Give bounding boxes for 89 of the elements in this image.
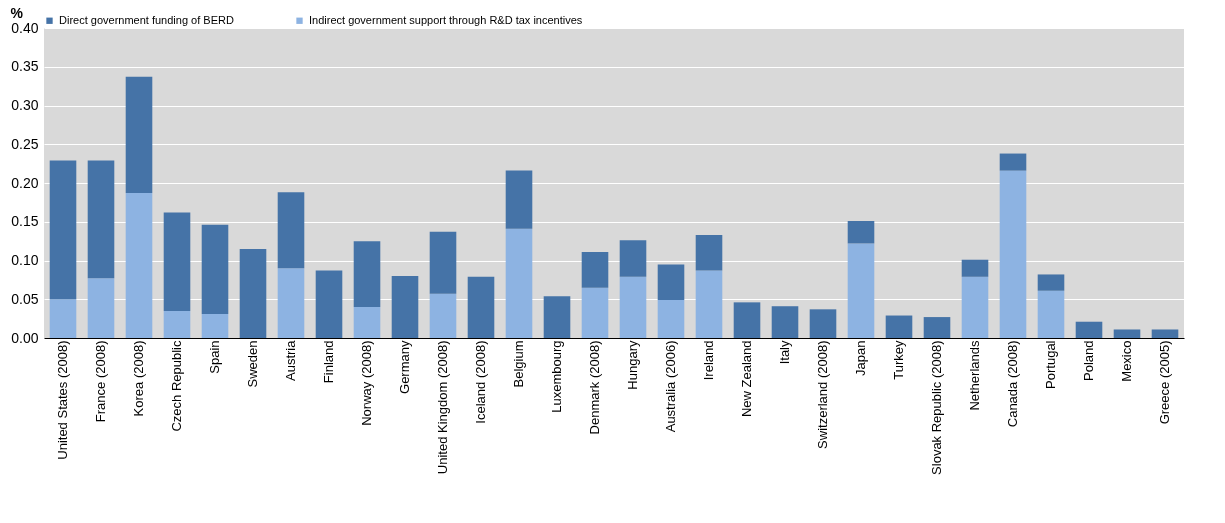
bar [999,153,1027,171]
x-tick-label: Hungary [625,340,640,390]
bar [733,302,761,338]
bar [1075,321,1103,338]
bar [505,228,533,338]
bar [163,212,191,311]
x-tick-label: Turkey [891,340,906,380]
bar [809,309,837,338]
bar [695,270,723,338]
bar [87,160,115,279]
x-tick-label: Czech Republic [169,340,184,432]
bar [201,224,229,314]
bar [961,259,989,277]
legend-label: Direct government funding of BERD [59,13,234,26]
bar [771,306,799,338]
bar [923,317,951,338]
bar [847,220,875,244]
x-tick-label: Japan [853,340,868,376]
x-tick-label: Mexico [1119,340,1134,382]
bar [87,278,115,338]
bar [353,241,381,307]
bar [239,248,267,338]
x-tick-label: Portugal [1043,340,1058,389]
y-tick-label: 0.05 [11,290,39,307]
x-tick-label: United Kingdom (2008) [435,340,450,475]
x-tick-label: Switzerland (2008) [815,340,830,449]
x-tick-label: Germany [397,340,412,394]
bar [543,296,571,338]
y-tick-label: 0.20 [11,174,39,191]
x-tick-label: Ireland [701,340,716,381]
bar [201,313,229,338]
bar [657,300,685,338]
bar [49,160,77,300]
x-tick-label: Iceland (2008) [473,340,488,424]
bar [695,234,723,271]
bar [277,268,305,338]
y-tick-label: 0.40 [11,19,39,36]
x-tick-label: Italy [777,340,792,365]
bar [429,293,457,338]
bar [49,299,77,338]
bar [429,231,457,294]
bar [619,276,647,338]
x-tick-label: Norway (2008) [359,340,374,426]
bar [999,170,1027,338]
x-tick-label: Poland [1081,340,1096,381]
bar [885,315,913,338]
bar [847,243,875,338]
y-tick-label: 0.35 [11,58,39,75]
y-tick-label: 0.10 [11,252,39,268]
bar [163,310,191,338]
x-tick-label: New Zealand [739,340,754,418]
bar [1037,274,1065,291]
x-tick-label: Sweden [245,340,260,388]
x-tick-label: Greece (2005) [1157,340,1172,425]
x-tick-label: Denmark (2008) [587,340,602,435]
bar [505,170,533,229]
x-tick-label: France (2008) [93,340,108,423]
x-tick-label: Canada (2008) [1005,340,1020,428]
y-tick-label: 0.15 [11,213,39,230]
x-tick-label: Spain [207,340,222,374]
y-axis-title: % [10,4,24,21]
x-tick-label: Austria [283,339,298,381]
x-tick-label: Australia (2006) [663,340,678,433]
x-tick-label: Netherlands [967,340,982,411]
x-tick-label: United States (2008) [55,340,70,460]
bar [353,307,381,338]
bar [315,270,343,338]
y-tick-label: 0.30 [11,97,39,113]
bar [1151,329,1179,338]
bar [619,240,647,277]
bar [657,264,685,301]
x-tick-label: Slovak Republic (2008) [929,340,944,475]
legend-label: Indirect government support through R&D tax incentives [309,13,583,26]
bar [961,276,989,338]
x-tick-label: Luxembourg [549,340,564,413]
bar [581,287,609,338]
bar [1113,329,1141,338]
bar [277,192,305,269]
bar [1037,290,1065,338]
bar [391,276,419,338]
bar [125,76,153,194]
y-tick-label: 0.00 [11,329,39,346]
bar [467,276,495,338]
x-tick-label: Belgium [511,340,526,388]
x-tick-label: Korea (2008) [131,340,146,417]
y-tick-label: 0.25 [11,135,39,152]
x-tick-label: Finland [321,340,336,384]
bar [125,193,153,338]
bar [581,251,609,288]
